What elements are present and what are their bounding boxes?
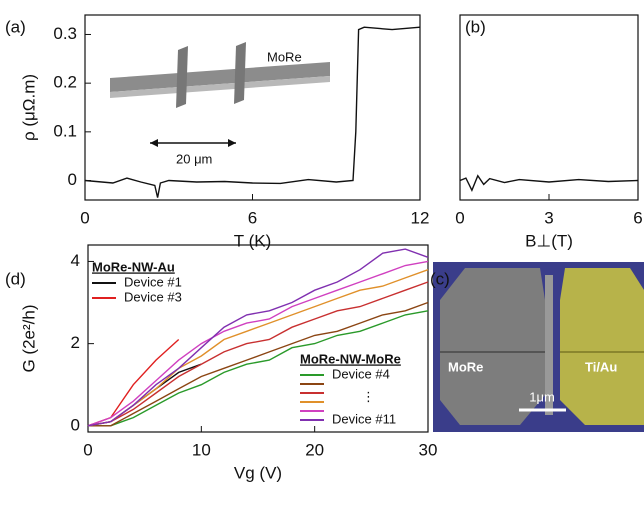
y-tick-label: 0.3	[53, 24, 77, 43]
sample-schematic	[110, 42, 330, 147]
annotation: 20 μm	[176, 151, 212, 166]
x-tick-label: 3	[544, 208, 553, 227]
data-line	[87, 281, 429, 427]
sem-image	[433, 262, 644, 432]
x-tick-label: 12	[411, 208, 430, 227]
image-label: MoRe	[448, 359, 483, 374]
data-line	[88, 310, 429, 427]
x-tick-label: 0	[80, 208, 89, 227]
plot-frame	[87, 244, 429, 433]
panel-label: (b)	[465, 17, 486, 36]
x-tick-label: 6	[633, 208, 642, 227]
data-line	[87, 269, 429, 427]
y-tick-label: 0	[68, 170, 77, 189]
x-axis-label: Vg (V)	[234, 463, 282, 482]
panel-label: (a)	[5, 17, 26, 36]
plot-frame	[84, 14, 421, 201]
legend-title: MoRe-NW-Au	[92, 259, 175, 274]
annotation: MoRe	[267, 49, 302, 64]
y-axis-label: G (2e²/h)	[19, 304, 38, 372]
legend-ellipsis: ⋮	[362, 389, 375, 404]
x-axis-label: B⊥(T)	[525, 231, 573, 250]
panel-label: (c)	[430, 269, 450, 288]
legend-label: Device #4	[332, 366, 390, 381]
y-axis-label: ρ (μΩ.m)	[19, 74, 38, 141]
x-tick-label: 20	[305, 440, 324, 459]
legend-label: Device #1	[124, 274, 182, 289]
image-label: Ti/Au	[585, 359, 617, 374]
panel-label: (d)	[5, 269, 26, 288]
y-tick-label: 0.1	[53, 121, 77, 140]
plot-frame	[459, 14, 639, 201]
y-tick-label: 0.2	[53, 73, 77, 92]
x-tick-label: 10	[192, 440, 211, 459]
y-tick-label: 0	[71, 415, 80, 434]
y-tick-label: 2	[71, 333, 80, 352]
data-line	[88, 301, 429, 427]
y-tick-label: 4	[71, 251, 80, 270]
x-tick-label: 6	[248, 208, 257, 227]
x-axis-label: T (K)	[234, 231, 271, 250]
data-line	[84, 26, 421, 198]
data-line	[459, 174, 639, 193]
data-line	[87, 248, 429, 427]
x-tick-label: 0	[455, 208, 464, 227]
x-tick-label: 30	[419, 440, 438, 459]
data-line	[87, 260, 429, 427]
legend-label: Device #11	[332, 411, 396, 426]
legend-title: MoRe-NW-MoRe	[300, 351, 401, 366]
scale-bar-label: 1μm	[529, 389, 555, 404]
legend-label: Device #3	[124, 289, 182, 304]
x-tick-label: 0	[83, 440, 92, 459]
